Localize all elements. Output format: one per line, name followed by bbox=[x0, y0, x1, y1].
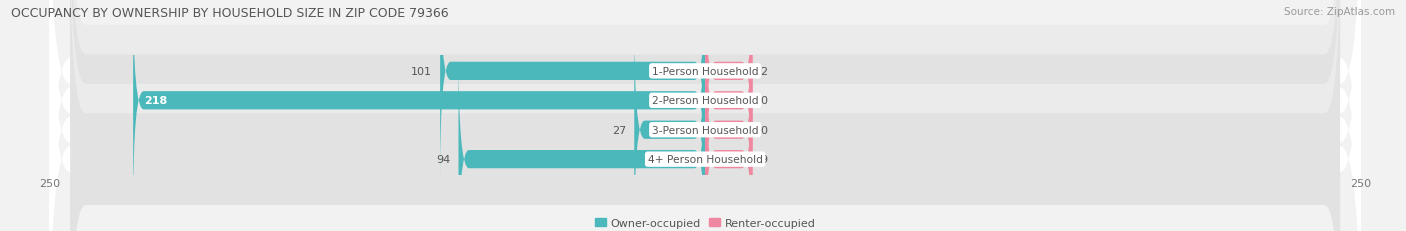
FancyBboxPatch shape bbox=[458, 51, 706, 231]
FancyBboxPatch shape bbox=[49, 0, 1361, 231]
Text: 2-Person Household: 2-Person Household bbox=[652, 96, 758, 106]
Text: OCCUPANCY BY OWNERSHIP BY HOUSEHOLD SIZE IN ZIP CODE 79366: OCCUPANCY BY OWNERSHIP BY HOUSEHOLD SIZE… bbox=[11, 7, 449, 20]
FancyBboxPatch shape bbox=[706, 0, 752, 180]
FancyBboxPatch shape bbox=[49, 0, 1361, 231]
Text: 101: 101 bbox=[412, 67, 432, 76]
FancyBboxPatch shape bbox=[440, 0, 706, 180]
Text: 1-Person Household: 1-Person Household bbox=[652, 67, 758, 76]
Text: 2: 2 bbox=[761, 67, 768, 76]
FancyBboxPatch shape bbox=[706, 51, 752, 231]
Text: 9: 9 bbox=[761, 155, 768, 164]
Text: 3-Person Household: 3-Person Household bbox=[652, 125, 758, 135]
FancyBboxPatch shape bbox=[134, 0, 706, 209]
Text: 0: 0 bbox=[761, 96, 768, 106]
Text: 4+ Person Household: 4+ Person Household bbox=[648, 155, 762, 164]
FancyBboxPatch shape bbox=[70, 0, 1340, 231]
FancyBboxPatch shape bbox=[706, 22, 752, 231]
Legend: Owner-occupied, Renter-occupied: Owner-occupied, Renter-occupied bbox=[591, 214, 820, 231]
Text: 94: 94 bbox=[436, 155, 450, 164]
FancyBboxPatch shape bbox=[70, 0, 1340, 231]
Text: 0: 0 bbox=[761, 125, 768, 135]
FancyBboxPatch shape bbox=[49, 0, 1361, 231]
FancyBboxPatch shape bbox=[70, 0, 1340, 231]
Text: 218: 218 bbox=[143, 96, 167, 106]
FancyBboxPatch shape bbox=[70, 0, 1340, 231]
FancyBboxPatch shape bbox=[634, 22, 706, 231]
FancyBboxPatch shape bbox=[49, 0, 1361, 231]
Text: Source: ZipAtlas.com: Source: ZipAtlas.com bbox=[1284, 7, 1395, 17]
Text: 27: 27 bbox=[612, 125, 627, 135]
FancyBboxPatch shape bbox=[706, 0, 752, 209]
